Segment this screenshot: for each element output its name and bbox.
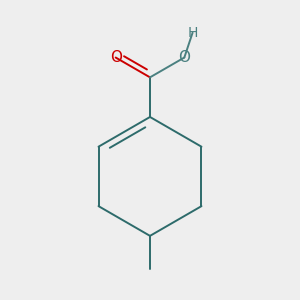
Text: O: O xyxy=(178,50,190,65)
Text: H: H xyxy=(188,26,198,40)
Text: O: O xyxy=(110,50,122,65)
